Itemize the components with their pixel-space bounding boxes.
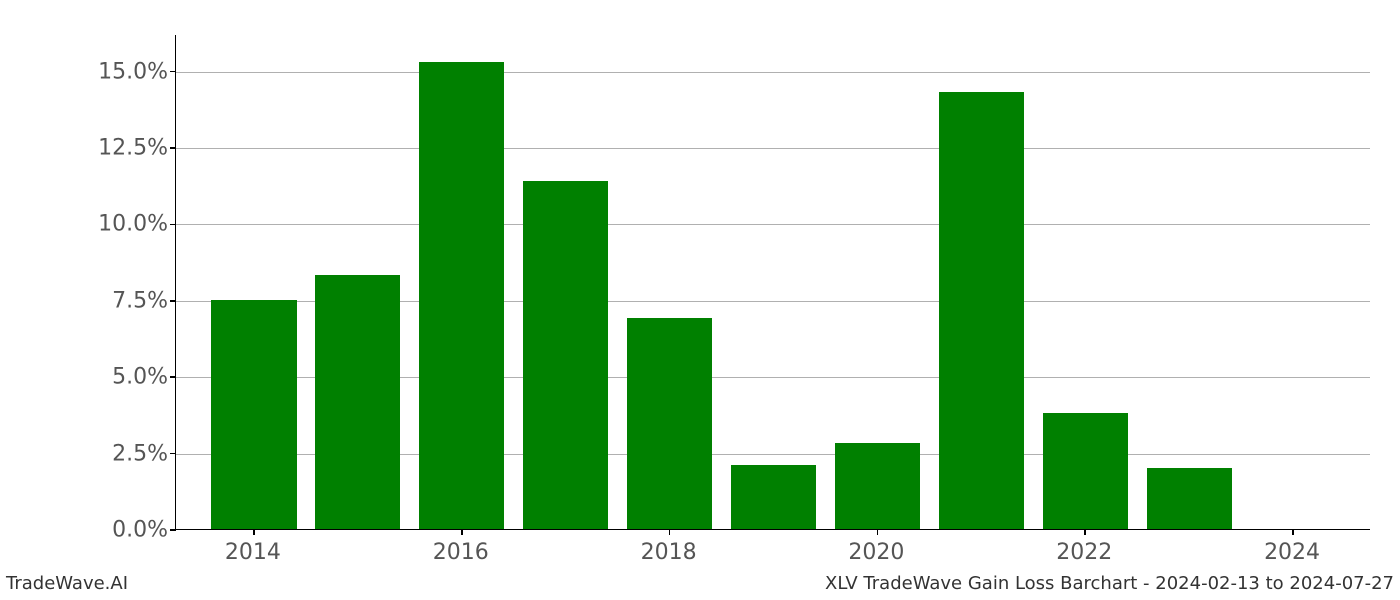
y-tick-mark bbox=[170, 300, 176, 302]
bar bbox=[835, 443, 920, 529]
x-tick-label: 2020 bbox=[848, 540, 904, 565]
bar bbox=[523, 181, 608, 529]
y-gridline bbox=[176, 148, 1370, 149]
bar bbox=[1147, 468, 1232, 529]
x-tick-label: 2022 bbox=[1056, 540, 1112, 565]
y-gridline bbox=[176, 224, 1370, 225]
x-tick-mark bbox=[1292, 529, 1294, 535]
y-tick-mark bbox=[170, 529, 176, 531]
y-tick-label: 0.0% bbox=[112, 518, 168, 543]
y-tick-mark bbox=[170, 224, 176, 226]
x-tick-label: 2024 bbox=[1264, 540, 1320, 565]
bar bbox=[211, 300, 296, 529]
footer-left-text: TradeWave.AI bbox=[6, 573, 128, 594]
chart-plot-area bbox=[175, 35, 1370, 530]
y-tick-label: 7.5% bbox=[112, 288, 168, 313]
y-tick-mark bbox=[170, 453, 176, 455]
x-tick-mark bbox=[1084, 529, 1086, 535]
x-tick-label: 2014 bbox=[225, 540, 281, 565]
x-tick-mark bbox=[669, 529, 671, 535]
x-tick-label: 2016 bbox=[433, 540, 489, 565]
y-tick-label: 10.0% bbox=[98, 212, 168, 237]
footer-right-text: XLV TradeWave Gain Loss Barchart - 2024-… bbox=[825, 573, 1394, 594]
bar bbox=[731, 465, 816, 529]
y-tick-label: 2.5% bbox=[112, 441, 168, 466]
bar bbox=[419, 62, 504, 530]
x-tick-mark bbox=[877, 529, 879, 535]
bar bbox=[1043, 413, 1128, 529]
y-tick-mark bbox=[170, 376, 176, 378]
bar bbox=[939, 92, 1024, 529]
bar bbox=[315, 275, 400, 529]
y-tick-label: 15.0% bbox=[98, 59, 168, 84]
x-tick-label: 2018 bbox=[641, 540, 697, 565]
y-gridline bbox=[176, 72, 1370, 73]
plot-box bbox=[175, 35, 1370, 530]
bar bbox=[627, 318, 712, 529]
y-tick-label: 12.5% bbox=[98, 136, 168, 161]
y-tick-mark bbox=[170, 71, 176, 73]
x-tick-mark bbox=[461, 529, 463, 535]
y-tick-label: 5.0% bbox=[112, 365, 168, 390]
y-tick-mark bbox=[170, 147, 176, 149]
x-tick-mark bbox=[253, 529, 255, 535]
